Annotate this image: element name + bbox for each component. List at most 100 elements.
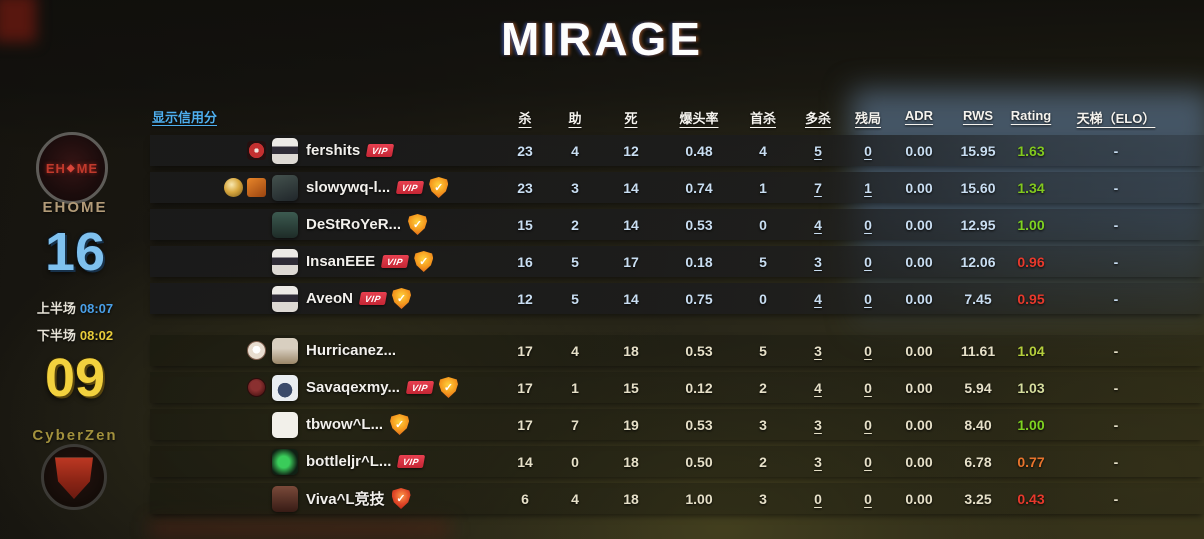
column-header-9[interactable]: Rating — [1010, 107, 1052, 123]
stat-clutches[interactable]: 0 — [864, 379, 872, 396]
stat-headshot-rate: 0.18 — [685, 253, 713, 270]
player-row[interactable]: bottleljr^L... VIP 14 0 18 0.50 2 3 0 0.… — [150, 446, 1204, 477]
player-name[interactable]: slowywq-l... — [306, 179, 391, 196]
player-avatar[interactable] — [272, 137, 298, 164]
stat-clutches[interactable]: 0 — [864, 453, 872, 470]
stat-elo: - — [1113, 379, 1119, 396]
player-name[interactable]: InsanEEE — [306, 253, 376, 270]
stat-first-kills: 1 — [759, 179, 767, 196]
background-red-patch — [0, 0, 36, 42]
player-medals — [150, 378, 272, 397]
stat-multi-kills[interactable]: 3 — [814, 453, 822, 470]
player-medals — [150, 341, 272, 360]
stat-deaths: 18 — [623, 342, 639, 359]
player-avatar[interactable] — [272, 211, 298, 238]
stat-deaths: 17 — [623, 253, 639, 270]
verified-shield-icon — [429, 177, 449, 198]
player-avatar[interactable] — [272, 174, 298, 201]
stat-clutches[interactable]: 0 — [864, 142, 872, 159]
stat-adr: 0.00 — [905, 490, 933, 507]
player-name[interactable]: DeStRoYeR... — [306, 216, 402, 233]
stat-headshot-rate: 0.53 — [685, 416, 713, 433]
column-header-6[interactable]: 残局 — [854, 110, 881, 126]
stat-kills: 15 — [517, 216, 533, 233]
stat-rws: 12.95 — [960, 216, 996, 233]
stat-clutches[interactable]: 0 — [864, 253, 872, 270]
stat-multi-kills[interactable]: 0 — [814, 490, 822, 507]
player-name[interactable]: bottleljr^L... — [306, 453, 392, 470]
stat-multi-kills[interactable]: 4 — [814, 379, 822, 396]
player-avatar[interactable] — [272, 374, 298, 401]
player-row[interactable]: DeStRoYeR... 15 2 14 0.53 0 4 0 0.00 12.… — [150, 209, 1204, 240]
stat-multi-kills[interactable]: 5 — [814, 142, 822, 159]
column-header-10[interactable]: 天梯（ELO） — [1076, 110, 1156, 126]
player-name[interactable]: Viva^L竞技 — [306, 491, 385, 508]
player-row[interactable]: Hurricanez... 17 4 18 0.53 5 3 0 0.00 11… — [150, 335, 1204, 366]
stat-clutches[interactable]: 0 — [864, 290, 872, 307]
verified-shield-icon — [438, 377, 458, 398]
column-header-0[interactable]: 杀 — [518, 110, 532, 126]
player-row[interactable]: Savaqexmy... VIP 17 1 15 0.12 2 4 0 0.00… — [150, 372, 1204, 403]
column-header-4[interactable]: 首杀 — [749, 110, 776, 126]
player-avatar[interactable] — [272, 337, 298, 364]
stat-elo: - — [1113, 342, 1119, 359]
stat-clutches[interactable]: 0 — [864, 342, 872, 359]
player-name[interactable]: tbwow^L... — [306, 416, 384, 433]
stat-multi-kills[interactable]: 7 — [814, 179, 822, 196]
stat-rating: 0.96 — [1017, 253, 1045, 270]
stat-headshot-rate: 0.74 — [685, 179, 713, 196]
column-header-7[interactable]: ADR — [904, 107, 934, 123]
column-header-1[interactable]: 助 — [568, 110, 582, 126]
stat-multi-kills[interactable]: 3 — [814, 342, 822, 359]
player-row[interactable]: Viva^L竞技 6 4 18 1.00 3 0 0 0.00 3.25 0.4… — [150, 483, 1204, 514]
stat-clutches[interactable]: 0 — [864, 490, 872, 507]
column-header-8[interactable]: RWS — [962, 107, 994, 123]
team-cyberzen-name: CyberZen — [32, 427, 118, 444]
player-row[interactable]: InsanEEE VIP 16 5 17 0.18 5 3 0 0.00 12.… — [150, 246, 1204, 277]
first-half-value: 08:07 — [79, 301, 114, 316]
medal-orange-icon — [247, 178, 266, 197]
player-avatar[interactable] — [272, 248, 298, 275]
player-name[interactable]: Hurricanez... — [306, 342, 397, 359]
player-avatar[interactable] — [272, 485, 298, 512]
stat-adr: 0.00 — [905, 453, 933, 470]
stat-multi-kills[interactable]: 3 — [814, 416, 822, 433]
player-name[interactable]: Savaqexmy... — [306, 379, 400, 396]
stat-assists: 5 — [571, 253, 579, 270]
player-row[interactable]: tbwow^L... 17 7 19 0.53 3 3 0 0.00 8.40 … — [150, 409, 1204, 440]
stat-rws: 11.61 — [960, 342, 996, 359]
player-name-cell: AveoN VIP — [150, 285, 502, 312]
player-name[interactable]: AveoN — [306, 290, 353, 307]
stat-multi-kills[interactable]: 4 — [814, 216, 822, 233]
player-row[interactable]: slowywq-l... VIP 23 3 14 0.74 1 7 1 0.00… — [150, 172, 1204, 203]
stat-adr: 0.00 — [905, 179, 933, 196]
column-header-5[interactable]: 多杀 — [804, 110, 831, 126]
column-header-2[interactable]: 死 — [624, 110, 638, 126]
stat-clutches[interactable]: 1 — [864, 179, 872, 196]
ehome-logo-text: EH — [45, 160, 66, 176]
score-sidebar: EH ◆ ME EHOME 16 上半场 08:07 下半场 08:02 09 Cybe… — [0, 0, 150, 539]
stat-clutches[interactable]: 0 — [864, 416, 872, 433]
player-avatar[interactable] — [272, 285, 298, 312]
stats-table: 显示信用分 杀 助 死 爆头率 首杀 多杀 残局 ADR RWS Rating 天梯（ELO） fe… — [150, 104, 1204, 520]
stat-first-kills: 0 — [759, 216, 767, 233]
stat-multi-kills[interactable]: 4 — [814, 290, 822, 307]
stat-clutches[interactable]: 0 — [864, 216, 872, 233]
player-avatar[interactable] — [272, 448, 298, 475]
stat-rating: 1.34 — [1017, 179, 1045, 196]
stat-multi-kills[interactable]: 3 — [814, 253, 822, 270]
stat-assists: 3 — [571, 179, 579, 196]
player-row[interactable]: fershits VIP 23 4 12 0.48 4 5 0 0.00 15.… — [150, 135, 1204, 166]
player-name[interactable]: fershits — [306, 142, 361, 159]
player-avatar[interactable] — [272, 411, 298, 438]
first-half-score: 上半场 08:07 — [0, 298, 150, 317]
stat-kills: 6 — [521, 490, 529, 507]
show-credit-score-link[interactable]: 显示信用分 — [152, 110, 218, 125]
stat-assists: 4 — [571, 490, 579, 507]
stat-rws: 8.40 — [964, 416, 992, 433]
column-header-3[interactable]: 爆头率 — [679, 110, 719, 126]
player-row[interactable]: AveoN VIP 12 5 14 0.75 0 4 0 0.00 7.45 0… — [150, 283, 1204, 314]
stat-deaths: 15 — [623, 379, 639, 396]
table-header: 显示信用分 杀 助 死 爆头率 首杀 多杀 残局 ADR RWS Rating 天梯（ELO） — [150, 104, 1204, 130]
second-half-score: 下半场 08:02 — [0, 325, 150, 344]
